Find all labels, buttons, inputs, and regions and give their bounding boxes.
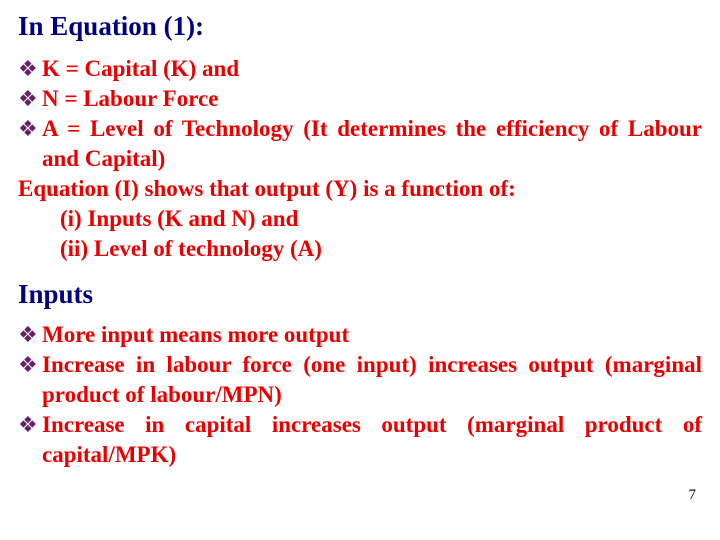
paragraph: Equation (I) shows that output (Y) is a … [18,174,702,204]
diamond-bullet-icon: ❖ [18,350,42,380]
diamond-bullet-icon: ❖ [18,84,42,114]
slide: In Equation (1): ❖ K = Capital (K) and ❖… [0,0,720,540]
list-item: ❖ N = Labour Force [18,84,702,114]
page-number: 7 [689,487,697,504]
list-item: ❖ More input means more output [18,320,702,350]
sub-item: (i) Inputs (K and N) and [18,204,702,234]
diamond-bullet-icon: ❖ [18,54,42,84]
list-item: ❖ A = Level of Technology (It determines… [18,114,702,174]
bullet-text: Increase in capital increases output (ma… [42,410,702,470]
bullet-text: K = Capital (K) and [42,54,702,84]
bullet-text: More input means more output [42,320,702,350]
sub-item: (ii) Level of technology (A) [18,234,702,264]
bullet-text: Increase in labour force (one input) inc… [42,350,702,410]
diamond-bullet-icon: ❖ [18,320,42,350]
bullet-text: A = Level of Technology (It determines t… [42,114,702,174]
heading-equation-1: In Equation (1): [18,10,702,42]
heading-inputs: Inputs [18,278,702,310]
list-item: ❖ Increase in capital increases output (… [18,410,702,470]
diamond-bullet-icon: ❖ [18,114,42,144]
bullet-text: N = Labour Force [42,84,702,114]
list-item: ❖ Increase in labour force (one input) i… [18,350,702,410]
diamond-bullet-icon: ❖ [18,410,42,440]
list-item: ❖ K = Capital (K) and [18,54,702,84]
